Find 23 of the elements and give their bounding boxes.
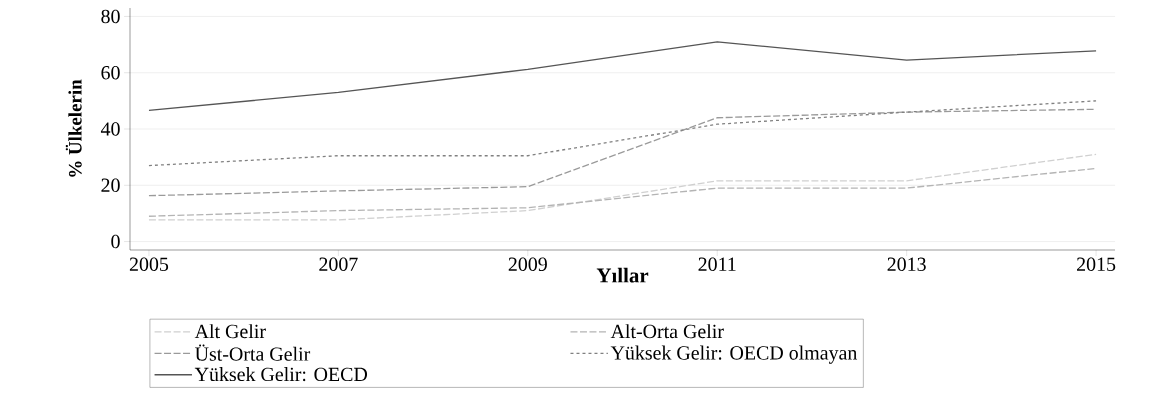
x-tick-label: 2013 [887, 257, 926, 271]
line-series [148, 100, 1097, 167]
y-tick-label: 40 [100, 122, 120, 136]
y-tick-label: 80 [101, 9, 120, 24]
legend-label: Alt-Orta Gelir [610, 324, 724, 339]
line-series [148, 153, 1097, 221]
legend-label: Yüksek Gelir: OECD [194, 367, 368, 382]
y-tick-label: 60 [101, 66, 120, 80]
legend-label: Üst-Orta Gelir [195, 344, 311, 361]
legend-label: Yüksek Gelir: OECD olmayan [610, 345, 858, 364]
x-tick-label: 2007 [319, 257, 358, 271]
x-axis-title: Yıllar [596, 267, 649, 283]
y-axis-title: % Ülkelerin [65, 79, 82, 177]
legend-label: Alt Gelir [194, 324, 266, 339]
line-series [148, 41, 1097, 112]
x-tick-label: 2005 [129, 257, 169, 271]
line-series [148, 108, 1097, 197]
x-tick-label: 2015 [1077, 257, 1116, 271]
y-tick-label: 0 [111, 234, 120, 249]
y-tick-label: 20 [101, 178, 120, 192]
x-tick-label: 2011 [698, 257, 736, 271]
x-tick-label: 2009 [508, 257, 547, 271]
line-series [148, 167, 1097, 217]
